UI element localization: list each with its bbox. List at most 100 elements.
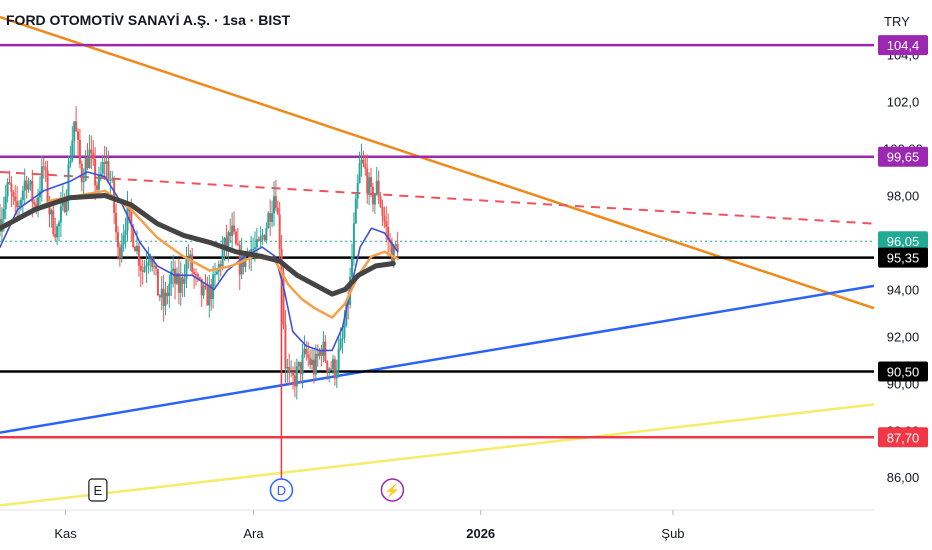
candle-body bbox=[88, 149, 91, 169]
candle-body bbox=[385, 221, 388, 227]
candle-body bbox=[219, 264, 222, 267]
candle-body bbox=[120, 244, 123, 258]
dividend-marker-label: D bbox=[277, 483, 286, 498]
candle-body bbox=[27, 184, 30, 190]
candle-body bbox=[299, 362, 302, 375]
candle-body bbox=[356, 182, 359, 199]
moving-average-mid bbox=[0, 189, 399, 319]
level-label: 96,05 bbox=[887, 234, 920, 249]
trend-line-descending-resistance bbox=[0, 15, 874, 310]
candle-body bbox=[181, 277, 184, 284]
candle-body bbox=[375, 180, 378, 195]
candle-body bbox=[370, 177, 373, 187]
currency-label[interactable]: TRY bbox=[884, 14, 910, 29]
candle-body bbox=[373, 194, 376, 205]
candle-body bbox=[215, 271, 218, 275]
candle-body bbox=[331, 359, 334, 370]
candle-body bbox=[333, 359, 336, 379]
candle-body bbox=[276, 207, 279, 215]
candle-body bbox=[105, 161, 108, 164]
x-tick-label: Ara bbox=[243, 526, 264, 541]
candle-body bbox=[82, 180, 85, 183]
candle-body bbox=[97, 175, 100, 190]
candle-body bbox=[46, 170, 49, 203]
candle-body bbox=[156, 268, 159, 296]
candle-body bbox=[392, 245, 395, 264]
candle-body bbox=[4, 196, 7, 210]
level-label: 90,50 bbox=[887, 365, 920, 380]
trend-line-long-term-support bbox=[0, 403, 874, 507]
level-label-box bbox=[878, 247, 928, 268]
candle-body bbox=[390, 242, 393, 264]
candle-body bbox=[309, 357, 312, 365]
candle-body bbox=[59, 206, 62, 223]
candle-body bbox=[263, 235, 266, 241]
candle-body bbox=[122, 235, 125, 245]
level-label-box bbox=[878, 146, 928, 167]
candle-body bbox=[149, 256, 152, 262]
candle-body bbox=[214, 274, 217, 276]
candle-body bbox=[297, 362, 300, 367]
candle-body bbox=[286, 366, 289, 369]
candle-body bbox=[141, 270, 144, 272]
candle-body bbox=[379, 196, 382, 207]
candle-body bbox=[358, 162, 361, 183]
candle-body bbox=[179, 277, 182, 293]
candle-body bbox=[223, 237, 226, 250]
trend-line-ascending-support bbox=[0, 284, 874, 434]
candle-body bbox=[240, 253, 243, 275]
candle-body bbox=[162, 288, 165, 306]
candle-body bbox=[339, 338, 342, 349]
level-label-box bbox=[878, 231, 928, 252]
candle-body bbox=[71, 140, 74, 161]
candle-body bbox=[204, 285, 207, 288]
candle-body bbox=[314, 353, 317, 375]
candle-body bbox=[90, 149, 93, 153]
candle-body bbox=[259, 236, 262, 241]
plot-area bbox=[0, 15, 874, 507]
y-tick-label: 98,00 bbox=[887, 188, 920, 203]
candle-body bbox=[371, 186, 374, 205]
candle-body bbox=[290, 371, 293, 373]
candle-body bbox=[196, 274, 199, 277]
candle-body bbox=[189, 254, 192, 260]
candle-body bbox=[151, 256, 154, 268]
candle-body bbox=[21, 190, 24, 200]
candle-body bbox=[177, 273, 180, 293]
y-tick-label: 86,00 bbox=[887, 470, 920, 485]
candle-body bbox=[274, 196, 277, 208]
candle-body bbox=[137, 245, 140, 266]
candle-body bbox=[387, 226, 390, 240]
candle-body bbox=[225, 237, 228, 247]
candle-body bbox=[57, 222, 60, 227]
candle-body bbox=[200, 278, 203, 296]
candle-body bbox=[351, 256, 354, 277]
candle-body bbox=[352, 223, 355, 257]
candle-body bbox=[191, 254, 194, 272]
candle-body bbox=[14, 196, 17, 202]
candle-body bbox=[65, 199, 68, 212]
candle-body bbox=[227, 232, 230, 247]
earnings-marker bbox=[88, 478, 108, 502]
candle-body bbox=[322, 341, 325, 356]
candle-body bbox=[234, 231, 237, 244]
x-tick-label: Kas bbox=[54, 526, 77, 541]
candle-body bbox=[383, 215, 386, 222]
candle-body bbox=[202, 285, 205, 296]
candle-body bbox=[8, 182, 11, 184]
candle-body bbox=[69, 160, 72, 164]
candle-body bbox=[35, 204, 38, 208]
candle-body bbox=[164, 292, 167, 306]
candle-body bbox=[381, 206, 384, 216]
candle-body bbox=[360, 159, 363, 163]
candle-body bbox=[305, 348, 308, 355]
candle-body bbox=[354, 198, 357, 224]
candle-body bbox=[54, 234, 57, 238]
candle-body bbox=[265, 227, 268, 241]
candle-body bbox=[77, 131, 80, 140]
candle-body bbox=[19, 199, 22, 206]
event-marker-label: ⚡ bbox=[384, 483, 400, 499]
candle-body bbox=[174, 268, 177, 284]
candle-body bbox=[2, 209, 5, 220]
